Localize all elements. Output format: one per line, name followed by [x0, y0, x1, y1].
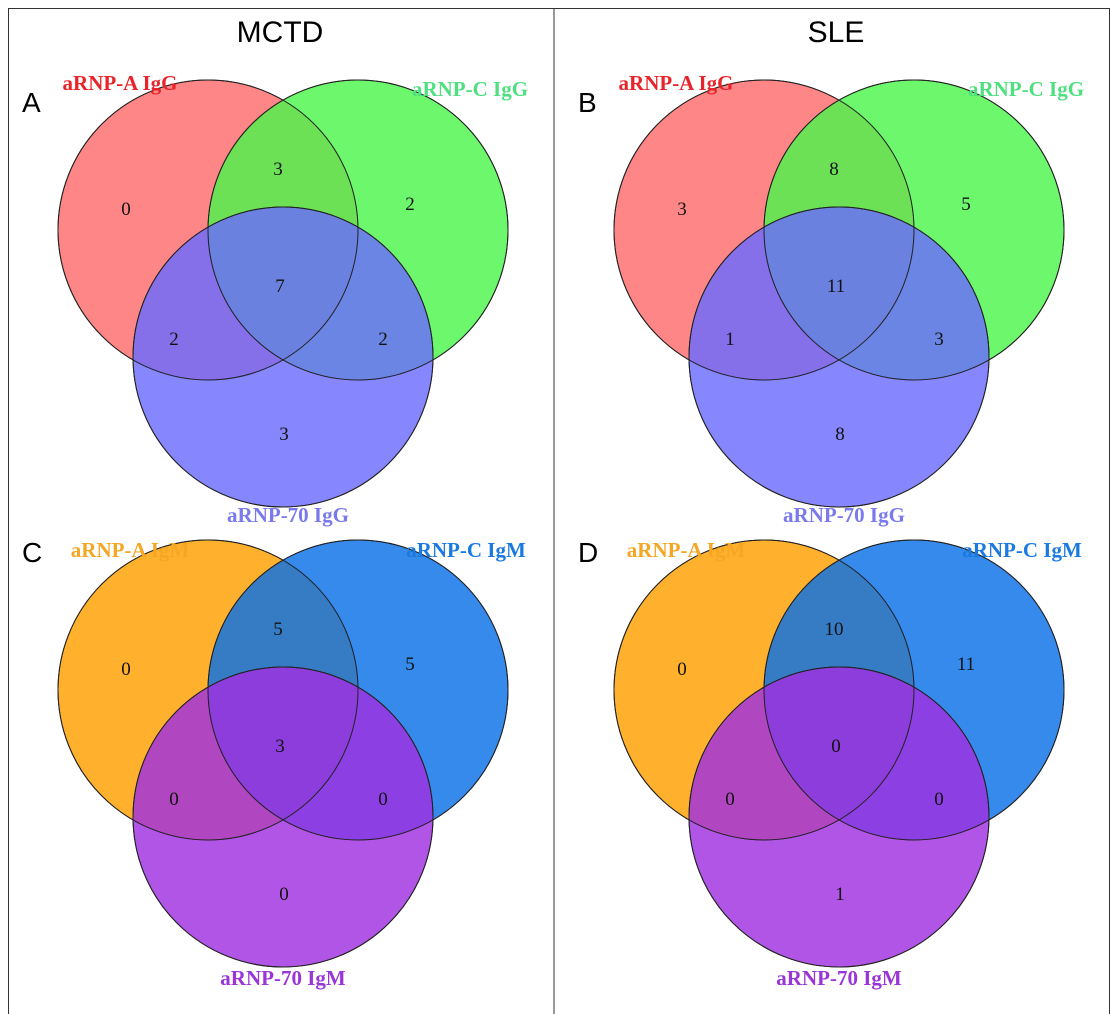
count-a-c: 3 — [273, 159, 283, 180]
set-label-a: aRNP-A IgM — [627, 538, 746, 562]
count-p70-only: 1 — [835, 884, 845, 905]
count-c-p70: 3 — [934, 329, 944, 350]
count-a-c: 5 — [273, 619, 283, 640]
count-all: 3 — [275, 736, 285, 757]
count-a-c: 10 — [825, 619, 844, 640]
count-all: 0 — [831, 736, 841, 757]
venn-outline-circle-70 — [688, 206, 990, 508]
panel-letter: B — [578, 87, 597, 118]
column-title-mctd: MCTD — [237, 16, 324, 49]
set-label-70: aRNP-70 IgG — [227, 503, 349, 527]
count-c-p70: 2 — [378, 329, 388, 350]
count-a-p70: 1 — [725, 329, 735, 350]
venn-outline-circle-70 — [132, 206, 434, 508]
venn-outline-circle-70 — [132, 666, 434, 968]
venn-outline-circle-70 — [688, 666, 990, 968]
count-a-p70: 2 — [169, 329, 179, 350]
count-a-p70: 0 — [725, 789, 735, 810]
set-label-c: aRNP-C IgM — [962, 538, 1082, 562]
set-label-70: aRNP-70 IgM — [776, 966, 902, 990]
set-label-c: aRNP-C IgG — [412, 77, 528, 101]
count-c-only: 5 — [405, 654, 415, 675]
count-a-only: 0 — [121, 199, 131, 220]
venn-outline-circle-c — [763, 79, 1065, 381]
set-label-a: aRNP-A IgM — [71, 538, 190, 562]
set-label-c: aRNP-C IgG — [968, 77, 1084, 101]
venn-circle-70 — [132, 666, 434, 968]
count-c-only: 5 — [961, 194, 971, 215]
count-p70-only: 8 — [835, 424, 845, 445]
count-a-p70: 0 — [169, 789, 179, 810]
count-all: 7 — [275, 276, 285, 297]
venn-outline-circle-a — [57, 539, 359, 841]
panel-letter: D — [578, 537, 598, 568]
venn-outline-circle-a — [613, 79, 915, 381]
venn-outline-circle-a — [57, 79, 359, 381]
venn-circle-70 — [688, 666, 990, 968]
count-c-only: 2 — [405, 194, 415, 215]
count-c-p70: 0 — [934, 789, 944, 810]
set-label-70: aRNP-70 IgG — [783, 503, 905, 527]
count-a-only: 0 — [677, 659, 687, 680]
count-a-only: 0 — [121, 659, 131, 680]
venn-circle-70 — [132, 206, 434, 508]
venn-outline-circle-a — [613, 539, 915, 841]
venn-outline-circle-c — [763, 539, 1065, 841]
set-label-c: aRNP-C IgM — [406, 538, 526, 562]
count-a-c: 8 — [829, 159, 839, 180]
set-label-70: aRNP-70 IgM — [220, 966, 346, 990]
count-c-p70: 0 — [378, 789, 388, 810]
venn-circle-70 — [688, 206, 990, 508]
venn-outline-circle-c — [207, 539, 509, 841]
column-title-sle: SLE — [808, 16, 865, 49]
set-label-a: aRNP-A IgG — [63, 71, 178, 95]
set-label-a: aRNP-A IgG — [619, 71, 734, 95]
count-a-only: 3 — [677, 199, 687, 220]
count-all: 11 — [827, 276, 845, 297]
panel-letter: A — [22, 87, 41, 118]
venn-outline-circle-c — [207, 79, 509, 381]
count-p70-only: 3 — [279, 424, 289, 445]
panel-letter: C — [22, 537, 42, 568]
count-c-only: 11 — [957, 654, 975, 675]
count-p70-only: 0 — [279, 884, 289, 905]
